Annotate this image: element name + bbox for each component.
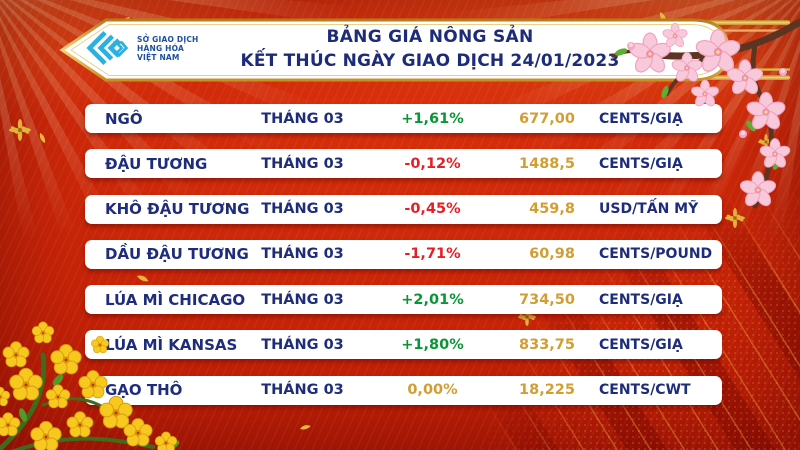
contract-month: THÁNG 03 (261, 246, 344, 263)
price-unit: CENTS/GIẠ (599, 336, 683, 353)
table-row: DẦU ĐẬU TƯƠNG THÁNG 03 -1,71% 60,98 CENT… (85, 239, 722, 269)
price-table: NGÔ THÁNG 03 +1,61% 677,00 CENTS/GIẠ ĐẬU… (85, 104, 722, 405)
price-unit: CENTS/GIẠ (599, 110, 683, 127)
commodity-name: DẦU ĐẬU TƯƠNG (105, 245, 249, 264)
contract-month: THÁNG 03 (261, 336, 344, 353)
commodity-name: LÚA MÌ CHICAGO (105, 290, 246, 309)
percent-change: -1,71% (404, 246, 461, 263)
percent-change: +1,61% (401, 110, 464, 127)
price-value: 1488,5 (519, 155, 575, 172)
table-row: LÚA MÌ CHICAGO THÁNG 03 +2,01% 734,50 CE… (85, 285, 722, 315)
table-row: GẠO THÔ THÁNG 03 0,00% 18,225 CENTS/CWT (85, 375, 722, 405)
exchange-name-line2: HÀNG HÓA (137, 43, 184, 53)
percent-change: 0,00% (407, 382, 458, 399)
table-row: NGÔ THÁNG 03 +1,61% 677,00 CENTS/GIẠ (85, 104, 722, 133)
board-title: BẢNG GIÁ NÔNG SẢN KẾT THÚC NGÀY GIAO DỊC… (190, 25, 670, 73)
exchange-name-line1: SỞ GIAO DỊCH (137, 34, 199, 44)
commodity-name: KHÔ ĐẬU TƯƠNG (105, 200, 250, 219)
header-banner: SỞ GIAO DỊCH HÀNG HÓA VIỆT NAM BẢNG GIÁ … (50, 12, 790, 88)
price-value: 677,00 (519, 110, 575, 127)
table-row: KHÔ ĐẬU TƯƠNG THÁNG 03 -0,45% 459,8 USD/… (85, 194, 722, 224)
exchange-name-line3: VIỆT NAM (137, 52, 180, 62)
price-value: 459,8 (529, 201, 575, 218)
board-title-line1: BẢNG GIÁ NÔNG SẢN (326, 27, 534, 47)
contract-month: THÁNG 03 (261, 291, 344, 308)
exchange-name: SỞ GIAO DỊCH HÀNG HÓA VIỆT NAM (137, 35, 199, 62)
contract-month: THÁNG 03 (261, 201, 344, 218)
commodity-name: GẠO THÔ (105, 381, 183, 400)
price-unit: CENTS/GIẠ (599, 291, 683, 308)
percent-change: +1,80% (401, 336, 464, 353)
percent-change: -0,45% (404, 201, 461, 218)
table-row: ĐẬU TƯƠNG THÁNG 03 -0,12% 1488,5 CENTS/G… (85, 149, 722, 179)
contract-month: THÁNG 03 (261, 382, 344, 399)
mxv-logo-icon (86, 31, 129, 65)
price-value: 833,75 (519, 336, 575, 353)
price-value: 18,225 (519, 382, 575, 399)
price-unit: CENTS/GIẠ (599, 155, 683, 172)
price-unit: USD/TẤN MỸ (599, 201, 699, 218)
percent-change: -0,12% (404, 155, 461, 172)
board-title-line2: KẾT THÚC NGÀY GIAO DỊCH 24/01/2023 (240, 51, 620, 71)
price-unit: CENTS/CWT (599, 382, 691, 399)
price-unit: CENTS/POUND (599, 246, 713, 263)
commodity-name: ĐẬU TƯƠNG (105, 154, 208, 173)
contract-month: THÁNG 03 (261, 110, 344, 127)
contract-month: THÁNG 03 (261, 155, 344, 172)
exchange-logo: SỞ GIAO DỊCH HÀNG HÓA VIỆT NAM (86, 28, 199, 68)
price-value: 734,50 (519, 291, 575, 308)
commodity-name: NGÔ (105, 109, 143, 128)
commodity-name: LÚA MÌ KANSAS (105, 335, 238, 354)
percent-change: +2,01% (401, 291, 464, 308)
table-row: LÚA MÌ KANSAS THÁNG 03 +1,80% 833,75 CEN… (85, 330, 722, 360)
price-value: 60,98 (529, 246, 575, 263)
